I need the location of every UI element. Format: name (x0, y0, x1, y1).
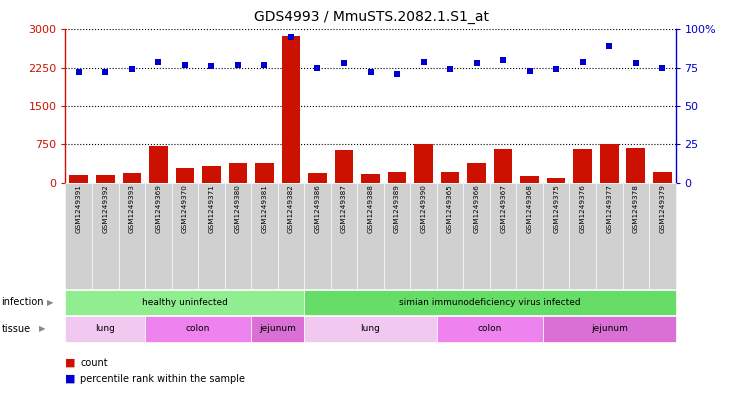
Point (365, 69, 376, 75)
Text: GSM1249366: GSM1249366 (474, 184, 480, 233)
Text: percentile rank within the sample: percentile rank within the sample (80, 374, 246, 384)
Bar (176, 168, 194, 183)
Text: GSM1249378: GSM1249378 (632, 184, 639, 233)
Point (444, 66, 456, 72)
Point (656, 64, 668, 71)
Text: GSM1249381: GSM1249381 (261, 184, 267, 233)
Text: ▶: ▶ (39, 324, 46, 333)
Bar (600, 144, 618, 183)
Bar (653, 172, 672, 183)
Point (232, 62, 244, 68)
Text: GSM1249371: GSM1249371 (208, 184, 214, 233)
Text: count: count (80, 358, 108, 368)
Text: GSM1249377: GSM1249377 (606, 184, 612, 233)
Point (338, 60, 350, 66)
Point (205, 63, 217, 70)
Bar (228, 163, 247, 183)
Bar (626, 148, 645, 183)
Bar (574, 149, 592, 183)
Point (285, 34, 297, 40)
Point (551, 66, 562, 72)
Text: GSM1249393: GSM1249393 (129, 184, 135, 233)
Point (524, 68, 536, 74)
Text: GSM1249392: GSM1249392 (102, 184, 109, 233)
Text: GSM1249389: GSM1249389 (394, 184, 400, 233)
Text: simian immunodeficiency virus infected: simian immunodeficiency virus infected (399, 298, 580, 307)
Bar (202, 166, 221, 183)
Text: infection: infection (1, 298, 44, 307)
Point (99, 69, 111, 75)
Text: GSM1249376: GSM1249376 (580, 184, 586, 233)
Text: GSM1249380: GSM1249380 (235, 184, 241, 233)
Text: GSM1249387: GSM1249387 (341, 184, 347, 233)
Text: colon: colon (478, 324, 502, 333)
Text: GSM1249370: GSM1249370 (182, 184, 187, 233)
Text: lung: lung (361, 324, 380, 333)
Bar (362, 174, 379, 183)
Bar (335, 150, 353, 183)
Bar (149, 147, 167, 183)
Bar (520, 176, 539, 183)
Text: GSM1249365: GSM1249365 (447, 184, 453, 233)
Point (179, 62, 190, 68)
Text: GSM1249382: GSM1249382 (288, 184, 294, 233)
Text: ■: ■ (65, 374, 76, 384)
Point (630, 60, 642, 66)
Point (471, 60, 483, 66)
Text: GSM1249386: GSM1249386 (315, 184, 321, 233)
Point (603, 43, 615, 50)
Text: GSM1249369: GSM1249369 (155, 184, 161, 233)
Point (391, 71, 403, 77)
Text: GSM1249379: GSM1249379 (659, 184, 665, 233)
Text: ■: ■ (65, 358, 76, 368)
Bar (96, 175, 115, 183)
Point (126, 66, 138, 72)
Text: jejunum: jejunum (591, 324, 628, 333)
Text: colon: colon (186, 324, 211, 333)
Text: ▶: ▶ (47, 298, 54, 307)
Point (417, 59, 429, 65)
Bar (494, 149, 513, 183)
Text: GSM1249390: GSM1249390 (420, 184, 426, 233)
Text: healthy uninfected: healthy uninfected (142, 298, 228, 307)
Bar (467, 163, 486, 183)
Bar (282, 36, 301, 183)
Bar (255, 163, 274, 183)
Bar (440, 172, 459, 183)
Point (258, 62, 270, 68)
Point (497, 57, 509, 63)
Bar (388, 171, 406, 183)
Text: GSM1249375: GSM1249375 (554, 184, 559, 233)
Bar (69, 175, 88, 183)
Text: GSM1249367: GSM1249367 (500, 184, 506, 233)
Text: GSM1249388: GSM1249388 (368, 184, 373, 233)
Point (312, 64, 324, 71)
Text: GDS4993 / MmuSTS.2082.1.S1_at: GDS4993 / MmuSTS.2082.1.S1_at (254, 10, 490, 24)
Text: jejunum: jejunum (259, 324, 296, 333)
Bar (547, 178, 565, 183)
Point (577, 59, 589, 65)
Text: tissue: tissue (1, 324, 31, 334)
Point (73, 69, 85, 75)
Text: lung: lung (95, 324, 115, 333)
Point (153, 59, 164, 65)
Bar (414, 144, 433, 183)
Text: GSM1249368: GSM1249368 (527, 184, 533, 233)
Bar (123, 173, 141, 183)
Bar (308, 173, 327, 183)
Text: GSM1249391: GSM1249391 (76, 184, 82, 233)
